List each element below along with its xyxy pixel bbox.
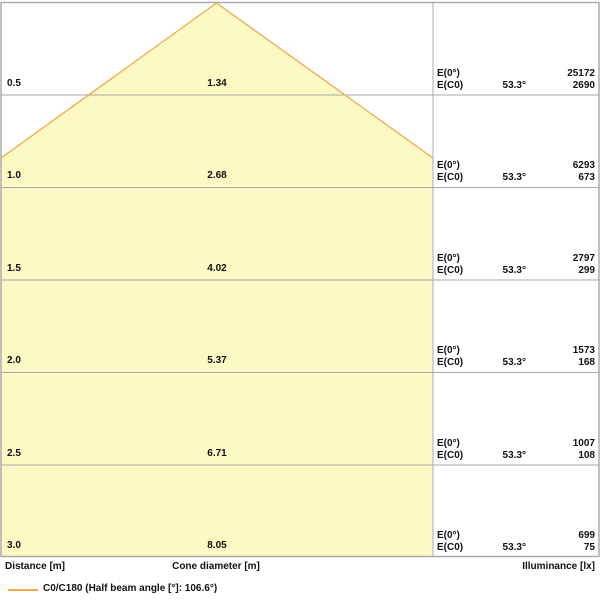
distance-label: 2.5 [7, 448, 21, 459]
e0-label: E(0°) [437, 160, 460, 171]
ec0-line: E(C0) 53.3° 299 [437, 265, 595, 277]
distance-label: 0.5 [7, 78, 21, 89]
ec0-value: 2690 [572, 80, 595, 91]
e0-label: E(0°) [437, 345, 460, 356]
legend-label: C0/C180 (Half beam angle [°]: 106.6°) [43, 583, 218, 594]
angle-spacer [493, 438, 526, 450]
ec0-value: 168 [578, 357, 595, 368]
cone-row: 1.0 2.68 E(0°) 6293 E(C0) 53.3° 673 [0, 160, 600, 187]
ec0-label: E(C0) [437, 542, 464, 553]
distance-label: 1.0 [7, 170, 21, 181]
legend: C0/C180 (Half beam angle [°]: 106.6°) [0, 583, 600, 597]
half-beam-angle-value: 53.3° [502, 542, 526, 553]
half-beam-angle-value: 53.3° [502, 450, 526, 461]
ec0-label: E(C0) [437, 172, 464, 183]
ec0-line: E(C0) 53.3° 108 [437, 450, 595, 462]
e0-line: E(0°) 2797 [437, 253, 595, 265]
e0-line: E(0°) 1573 [437, 345, 595, 357]
axis-captions: Distance [m] Cone diameter [m] Illuminan… [0, 561, 600, 575]
cone-edge-left [0, 2, 217, 159]
cone-row: 3.0 8.05 E(0°) 699 E(C0) 53.3° 75 [0, 530, 600, 557]
e0-label: E(0°) [437, 438, 460, 449]
half-beam-angle-value: 53.3° [502, 357, 526, 368]
ec0-label: E(C0) [437, 450, 464, 461]
e0-value: 699 [578, 530, 595, 541]
e0-line: E(0°) 25172 [437, 68, 595, 80]
ec0-line: E(C0) 53.3° 75 [437, 542, 595, 554]
cone-diameter-value: 4.02 [207, 263, 227, 274]
ec0-line: E(C0) 53.3° 168 [437, 357, 595, 369]
cone-diameter-value: 2.68 [207, 170, 227, 181]
cone-diameter-value: 6.71 [207, 448, 227, 459]
cone-row: 2.0 5.37 E(0°) 1573 E(C0) 53.3° 168 [0, 345, 600, 372]
ec0-value: 299 [578, 265, 595, 276]
illuminance-block: E(0°) 2797 E(C0) 53.3° 299 [437, 253, 595, 277]
e0-value: 1573 [572, 345, 595, 356]
ec0-label: E(C0) [437, 357, 464, 368]
cone-diameter-value: 1.34 [207, 78, 227, 89]
distance-label: 3.0 [7, 540, 21, 551]
illuminance-axis-label: Illuminance [lx] [522, 561, 595, 572]
illuminance-block: E(0°) 25172 E(C0) 53.3° 2690 [437, 68, 595, 92]
ec0-value: 673 [578, 172, 595, 183]
e0-label: E(0°) [437, 68, 460, 79]
illuminance-block: E(0°) 699 E(C0) 53.3° 75 [437, 530, 595, 554]
cone-diameter-value: 8.05 [207, 540, 227, 551]
cone-diameter-axis-label: Cone diameter [m] [172, 561, 260, 572]
c0-c180-line-icon [8, 589, 38, 591]
ec0-label: E(C0) [437, 80, 464, 91]
cone-row: 2.5 6.71 E(0°) 1007 E(C0) 53.3° 108 [0, 438, 600, 465]
cone-diameter-value: 5.37 [207, 355, 227, 366]
e0-line: E(0°) 1007 [437, 438, 595, 450]
e0-value: 6293 [572, 160, 595, 171]
e0-label: E(0°) [437, 253, 460, 264]
half-beam-angle-value: 53.3° [502, 172, 526, 183]
angle-spacer [493, 345, 526, 357]
chart-border [0, 1, 600, 558]
ec0-value: 108 [578, 450, 595, 461]
e0-value: 1007 [572, 438, 595, 449]
distance-label: 1.5 [7, 263, 21, 274]
angle-spacer [493, 68, 526, 80]
half-beam-angle-value: 53.3° [502, 265, 526, 276]
distance-label: 2.0 [7, 355, 21, 366]
e0-value: 25172 [567, 68, 595, 79]
angle-spacer [493, 530, 526, 542]
e0-label: E(0°) [437, 530, 460, 541]
ec0-line: E(C0) 53.3° 673 [437, 172, 595, 184]
angle-spacer [493, 253, 526, 265]
illuminance-block: E(0°) 1007 E(C0) 53.3° 108 [437, 438, 595, 462]
illuminance-block: E(0°) 1573 E(C0) 53.3° 168 [437, 345, 595, 369]
e0-line: E(0°) 6293 [437, 160, 595, 172]
cone-edge-right [216, 2, 434, 159]
ec0-line: E(C0) 53.3° 2690 [437, 80, 595, 92]
cone-row: 1.5 4.02 E(0°) 2797 E(C0) 53.3° 299 [0, 253, 600, 280]
distance-axis-label: Distance [m] [5, 561, 66, 572]
ec0-label: E(C0) [437, 265, 464, 276]
e0-value: 2797 [572, 253, 595, 264]
half-beam-angle-value: 53.3° [502, 80, 526, 91]
e0-line: E(0°) 699 [437, 530, 595, 542]
ec0-value: 75 [583, 542, 595, 553]
cone-row: 0.5 1.34 E(0°) 25172 E(C0) 53.3° 2690 [0, 68, 600, 95]
illuminance-block: E(0°) 6293 E(C0) 53.3° 673 [437, 160, 595, 184]
angle-spacer [493, 160, 526, 172]
